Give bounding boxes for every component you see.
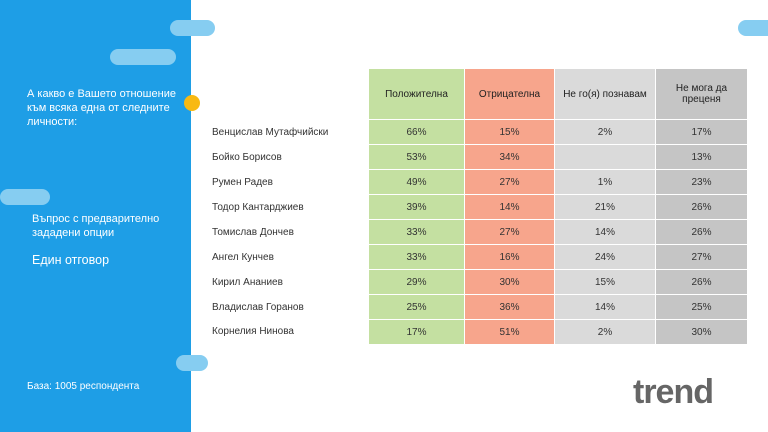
decor-dot <box>184 95 200 111</box>
table-row: Корнелия Нинова 17% 51% 2% 30% <box>208 319 747 344</box>
unknown-cell: 2% <box>554 319 656 344</box>
positive-cell: 33% <box>368 219 465 245</box>
cant-say-cell: 23% <box>655 169 747 195</box>
decor-pill <box>0 189 50 205</box>
negative-cell: 36% <box>464 294 555 320</box>
negative-cell: 27% <box>464 169 555 195</box>
negative-cell: 34% <box>464 144 555 170</box>
question-type: Въпрос с предварително зададени опции <box>32 213 160 239</box>
positive-cell: 29% <box>368 269 465 295</box>
unknown-cell: 15% <box>554 269 656 295</box>
header-cant-say: Не мога да преценя <box>655 69 747 120</box>
table-row: Кирил Ананиев 29% 30% 15% 26% <box>208 269 747 295</box>
positive-cell: 39% <box>368 194 465 220</box>
cant-say-cell: 26% <box>655 219 747 245</box>
negative-cell: 15% <box>464 119 555 145</box>
question-text: А какво е Вашето отношение към всяка едн… <box>27 88 176 128</box>
cant-say-cell: 26% <box>655 194 747 220</box>
negative-cell: 30% <box>464 269 555 295</box>
positive-cell: 49% <box>368 169 465 195</box>
table-row: Бойко Борисов 53% 34% 13% <box>208 144 747 170</box>
cant-say-cell: 30% <box>655 319 747 344</box>
decor-pill <box>738 20 768 36</box>
table-row: Тодор Кантарджиев 39% 14% 21% 26% <box>208 194 747 220</box>
header-unknown: Не го(я) познавам <box>554 69 656 120</box>
negative-cell: 14% <box>464 194 555 220</box>
unknown-cell: 1% <box>554 169 656 195</box>
person-name: Корнелия Нинова <box>212 326 294 338</box>
positive-cell: 17% <box>368 319 465 344</box>
negative-cell: 16% <box>464 244 555 270</box>
unknown-cell: 14% <box>554 219 656 245</box>
sidebar-panel <box>0 0 191 432</box>
trend-logo: trend <box>633 373 714 411</box>
header-name <box>208 69 369 120</box>
person-name: Тодор Кантарджиев <box>212 201 304 213</box>
table-row: Владислав Горанов 25% 36% 14% 25% <box>208 294 747 320</box>
person-name: Бойко Борисов <box>212 151 282 163</box>
person-name: Томислав Дончев <box>212 226 294 238</box>
table-row: Томислав Дончев 33% 27% 14% 26% <box>208 219 747 245</box>
decor-pill <box>176 355 208 371</box>
table-header-row: Положителна Отрицателна Не го(я) познава… <box>208 69 747 120</box>
positive-cell: 33% <box>368 244 465 270</box>
cant-say-cell: 13% <box>655 144 747 170</box>
unknown-cell: 24% <box>554 244 656 270</box>
negative-cell: 51% <box>464 319 555 344</box>
header-positive: Положителна <box>368 69 465 120</box>
person-name: Венцислав Мутафчийски <box>212 126 329 138</box>
results-table: Положителна Отрицателна Не го(я) познава… <box>208 69 747 344</box>
header-negative: Отрицателна <box>464 69 555 120</box>
person-name: Кирил Ананиев <box>212 276 283 288</box>
answer-type: Един отговор <box>32 253 110 267</box>
positive-cell: 53% <box>368 144 465 170</box>
decor-pill <box>110 49 176 65</box>
cant-say-cell: 27% <box>655 244 747 270</box>
cant-say-cell: 25% <box>655 294 747 320</box>
table-row: Ангел Кунчев 33% 16% 24% 27% <box>208 244 747 270</box>
negative-cell: 27% <box>464 219 555 245</box>
unknown-cell: 14% <box>554 294 656 320</box>
table-row: Румен Радев 49% 27% 1% 23% <box>208 169 747 195</box>
unknown-cell <box>554 144 656 170</box>
unknown-cell: 21% <box>554 194 656 220</box>
person-name: Румен Радев <box>212 176 273 188</box>
decor-pill <box>170 20 215 36</box>
cant-say-cell: 17% <box>655 119 747 145</box>
person-name: Ангел Кунчев <box>212 251 274 263</box>
base-note: База: 1005 респондента <box>27 381 140 392</box>
table-row: Венцислав Мутафчийски 66% 15% 2% 17% <box>208 119 747 145</box>
positive-cell: 25% <box>368 294 465 320</box>
person-name: Владислав Горанов <box>212 301 304 313</box>
unknown-cell: 2% <box>554 119 656 145</box>
cant-say-cell: 26% <box>655 269 747 295</box>
positive-cell: 66% <box>368 119 465 145</box>
